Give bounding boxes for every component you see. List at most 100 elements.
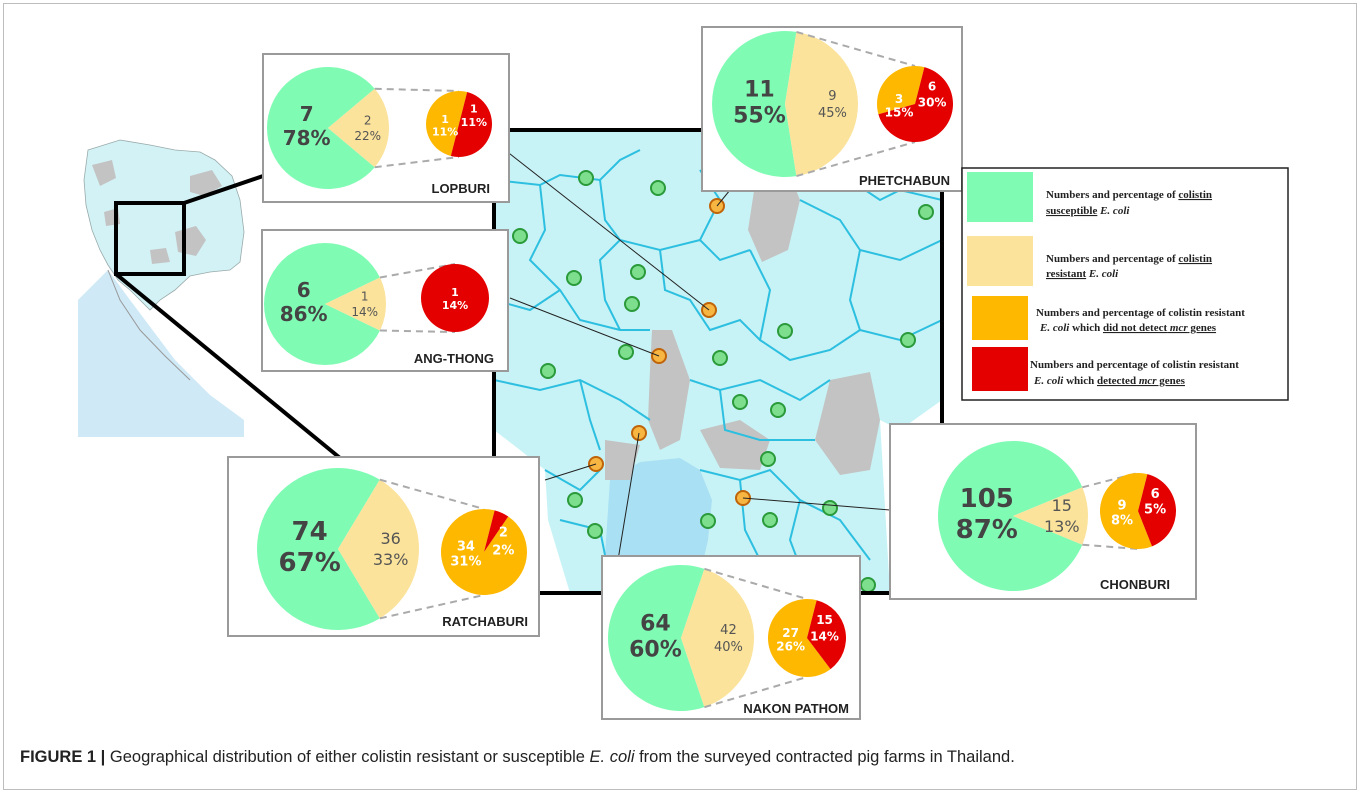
legend-item-resistant: Numbers and percentage of colistin resist…: [967, 236, 1212, 286]
label-mcr-pct: 14%: [810, 629, 839, 643]
legend: Numbers and percentage of colistin suscep…: [961, 167, 1289, 401]
label-mcr-pct: 2%: [492, 544, 514, 559]
label-resistant-pct: 40%: [714, 640, 743, 655]
label-susceptible-pct: 55%: [733, 104, 786, 129]
label-susceptible-pct: 87%: [956, 515, 1018, 545]
label-mcr-count: 1: [470, 102, 478, 115]
legend-line-1: Numbers and percentage of colistin resis…: [1036, 307, 1245, 319]
caption-label: FIGURE 1 |: [20, 748, 106, 766]
overview-zoom-box: [114, 201, 186, 276]
label-resistant-count: 1: [361, 289, 369, 303]
slice-susceptible: [938, 441, 1083, 591]
label-resistant-count: 42: [720, 623, 737, 638]
label-susceptible-count: 105: [960, 484, 1014, 514]
figure-caption: FIGURE 1 | Geographical distribution of …: [20, 748, 1340, 767]
slice-no-mcr: [1100, 473, 1153, 549]
farm-markers-orange: [588, 198, 751, 506]
province-name: CHONBURI: [1100, 577, 1170, 592]
legend-item-no-mcr: Numbers and percentage of colistin resis…: [972, 296, 1245, 340]
province-name: ANG-THONG: [414, 351, 494, 366]
slice-resistant: [325, 277, 386, 331]
legend-text-underlined: genes: [1188, 322, 1217, 334]
label-mcr-pct: 30%: [918, 95, 947, 109]
slice-no-mcr: [876, 66, 925, 115]
label-no-mcr-pct: 15%: [885, 106, 914, 120]
legend-line-1: Numbers and percentage of colistin resis…: [1030, 359, 1239, 371]
overview-gray-1: [92, 160, 116, 186]
label-no-mcr-count: 1: [441, 113, 449, 126]
slice-mcr: [1138, 474, 1176, 547]
caption-species: E. coli: [589, 748, 635, 766]
overview-gray-2: [190, 170, 222, 196]
legend-text-underlined: genes: [1157, 375, 1186, 387]
legend-swatch: [967, 236, 1033, 286]
slice-resistant: [681, 568, 755, 708]
province-borders: [494, 149, 942, 593]
connector-top: [796, 30, 916, 67]
legend-line-1: Numbers and percentage of colistin: [1046, 189, 1212, 201]
label-resistant-pct: 14%: [351, 305, 378, 319]
legend-line-2: E. coli which did not detect mcr genes: [1039, 322, 1217, 334]
label-no-mcr-count: 3: [895, 92, 903, 106]
slice-susceptible: [263, 242, 380, 365]
slice-no-mcr: [768, 599, 831, 677]
caption-text-before: Geographical distribution of either coli…: [105, 748, 590, 766]
connector-bottom: [704, 676, 808, 709]
label-susceptible-count: 64: [640, 611, 671, 636]
overview-coast: [107, 269, 191, 381]
pie-panel-lopburi: 778%222%111%111%LOPBURI: [262, 53, 510, 203]
figure-canvas: 778%222%111%111%LOPBURI686%114%114%ANG-T…: [78, 26, 1289, 720]
legend-swatch: [972, 347, 1028, 391]
farm-markers-green: [512, 170, 934, 593]
connector-bottom: [374, 156, 460, 169]
slice-mcr: [484, 510, 509, 552]
label-resistant-pct: 45%: [818, 106, 847, 121]
label-susceptible-count: 74: [292, 517, 328, 547]
legend-text-underlined: colistin: [1178, 253, 1212, 265]
label-no-mcr-pct: 11%: [432, 126, 458, 139]
overview-map: [78, 139, 342, 460]
label-mcr-count: 6: [1151, 487, 1160, 502]
legend-text-italic: E. coli: [1033, 375, 1064, 387]
label-susceptible-pct: 78%: [283, 126, 331, 150]
legend-text: which: [1063, 375, 1097, 387]
slice-mcr: [878, 67, 953, 142]
label-mcr-count: 1: [451, 286, 459, 299]
slice-mcr: [450, 92, 492, 157]
figure-frame: [3, 3, 1357, 790]
connector-bottom: [1082, 543, 1139, 550]
label-no-mcr-count: 27: [782, 626, 799, 640]
map-gray-east: [815, 372, 880, 475]
label-mcr-count: 6: [928, 80, 936, 94]
province-name: LOPBURI: [432, 181, 491, 196]
legend-text: Numbers and percentage of: [1046, 253, 1178, 265]
legend-text: Numbers and percentage of colistin resis…: [1036, 307, 1245, 319]
label-resistant-count: 15: [1052, 496, 1072, 515]
slice-no-mcr: [426, 91, 468, 156]
map-gray-south: [700, 420, 770, 470]
slice-susceptible: [608, 565, 705, 711]
legend-text-italic: E. coli: [1039, 322, 1070, 334]
slice-resistant: [1013, 487, 1089, 545]
province-name: RATCHABURI: [442, 614, 528, 629]
connector-bottom: [796, 141, 916, 178]
legend-text-italic: mcr: [1167, 322, 1188, 334]
label-resistant-count: 2: [364, 113, 372, 127]
leader-lines: [504, 149, 891, 561]
legend-line-2: E. coli which detected mcr genes: [1033, 375, 1186, 387]
label-susceptible-count: 11: [744, 77, 775, 102]
label-susceptible-pct: 60%: [629, 638, 682, 663]
slice-no-mcr: [440, 508, 527, 595]
legend-line-1: Numbers and percentage of colistin: [1046, 253, 1212, 265]
connector-top: [704, 567, 808, 600]
legend-text-underlined: did not detect: [1103, 322, 1168, 334]
overview-gray-5: [150, 248, 170, 264]
overview-sea: [78, 270, 244, 437]
label-resistant-pct: 33%: [373, 550, 409, 569]
connector-top: [379, 478, 485, 510]
province-name: NAKON PATHOM: [743, 701, 849, 716]
label-resistant-count: 9: [828, 89, 836, 104]
